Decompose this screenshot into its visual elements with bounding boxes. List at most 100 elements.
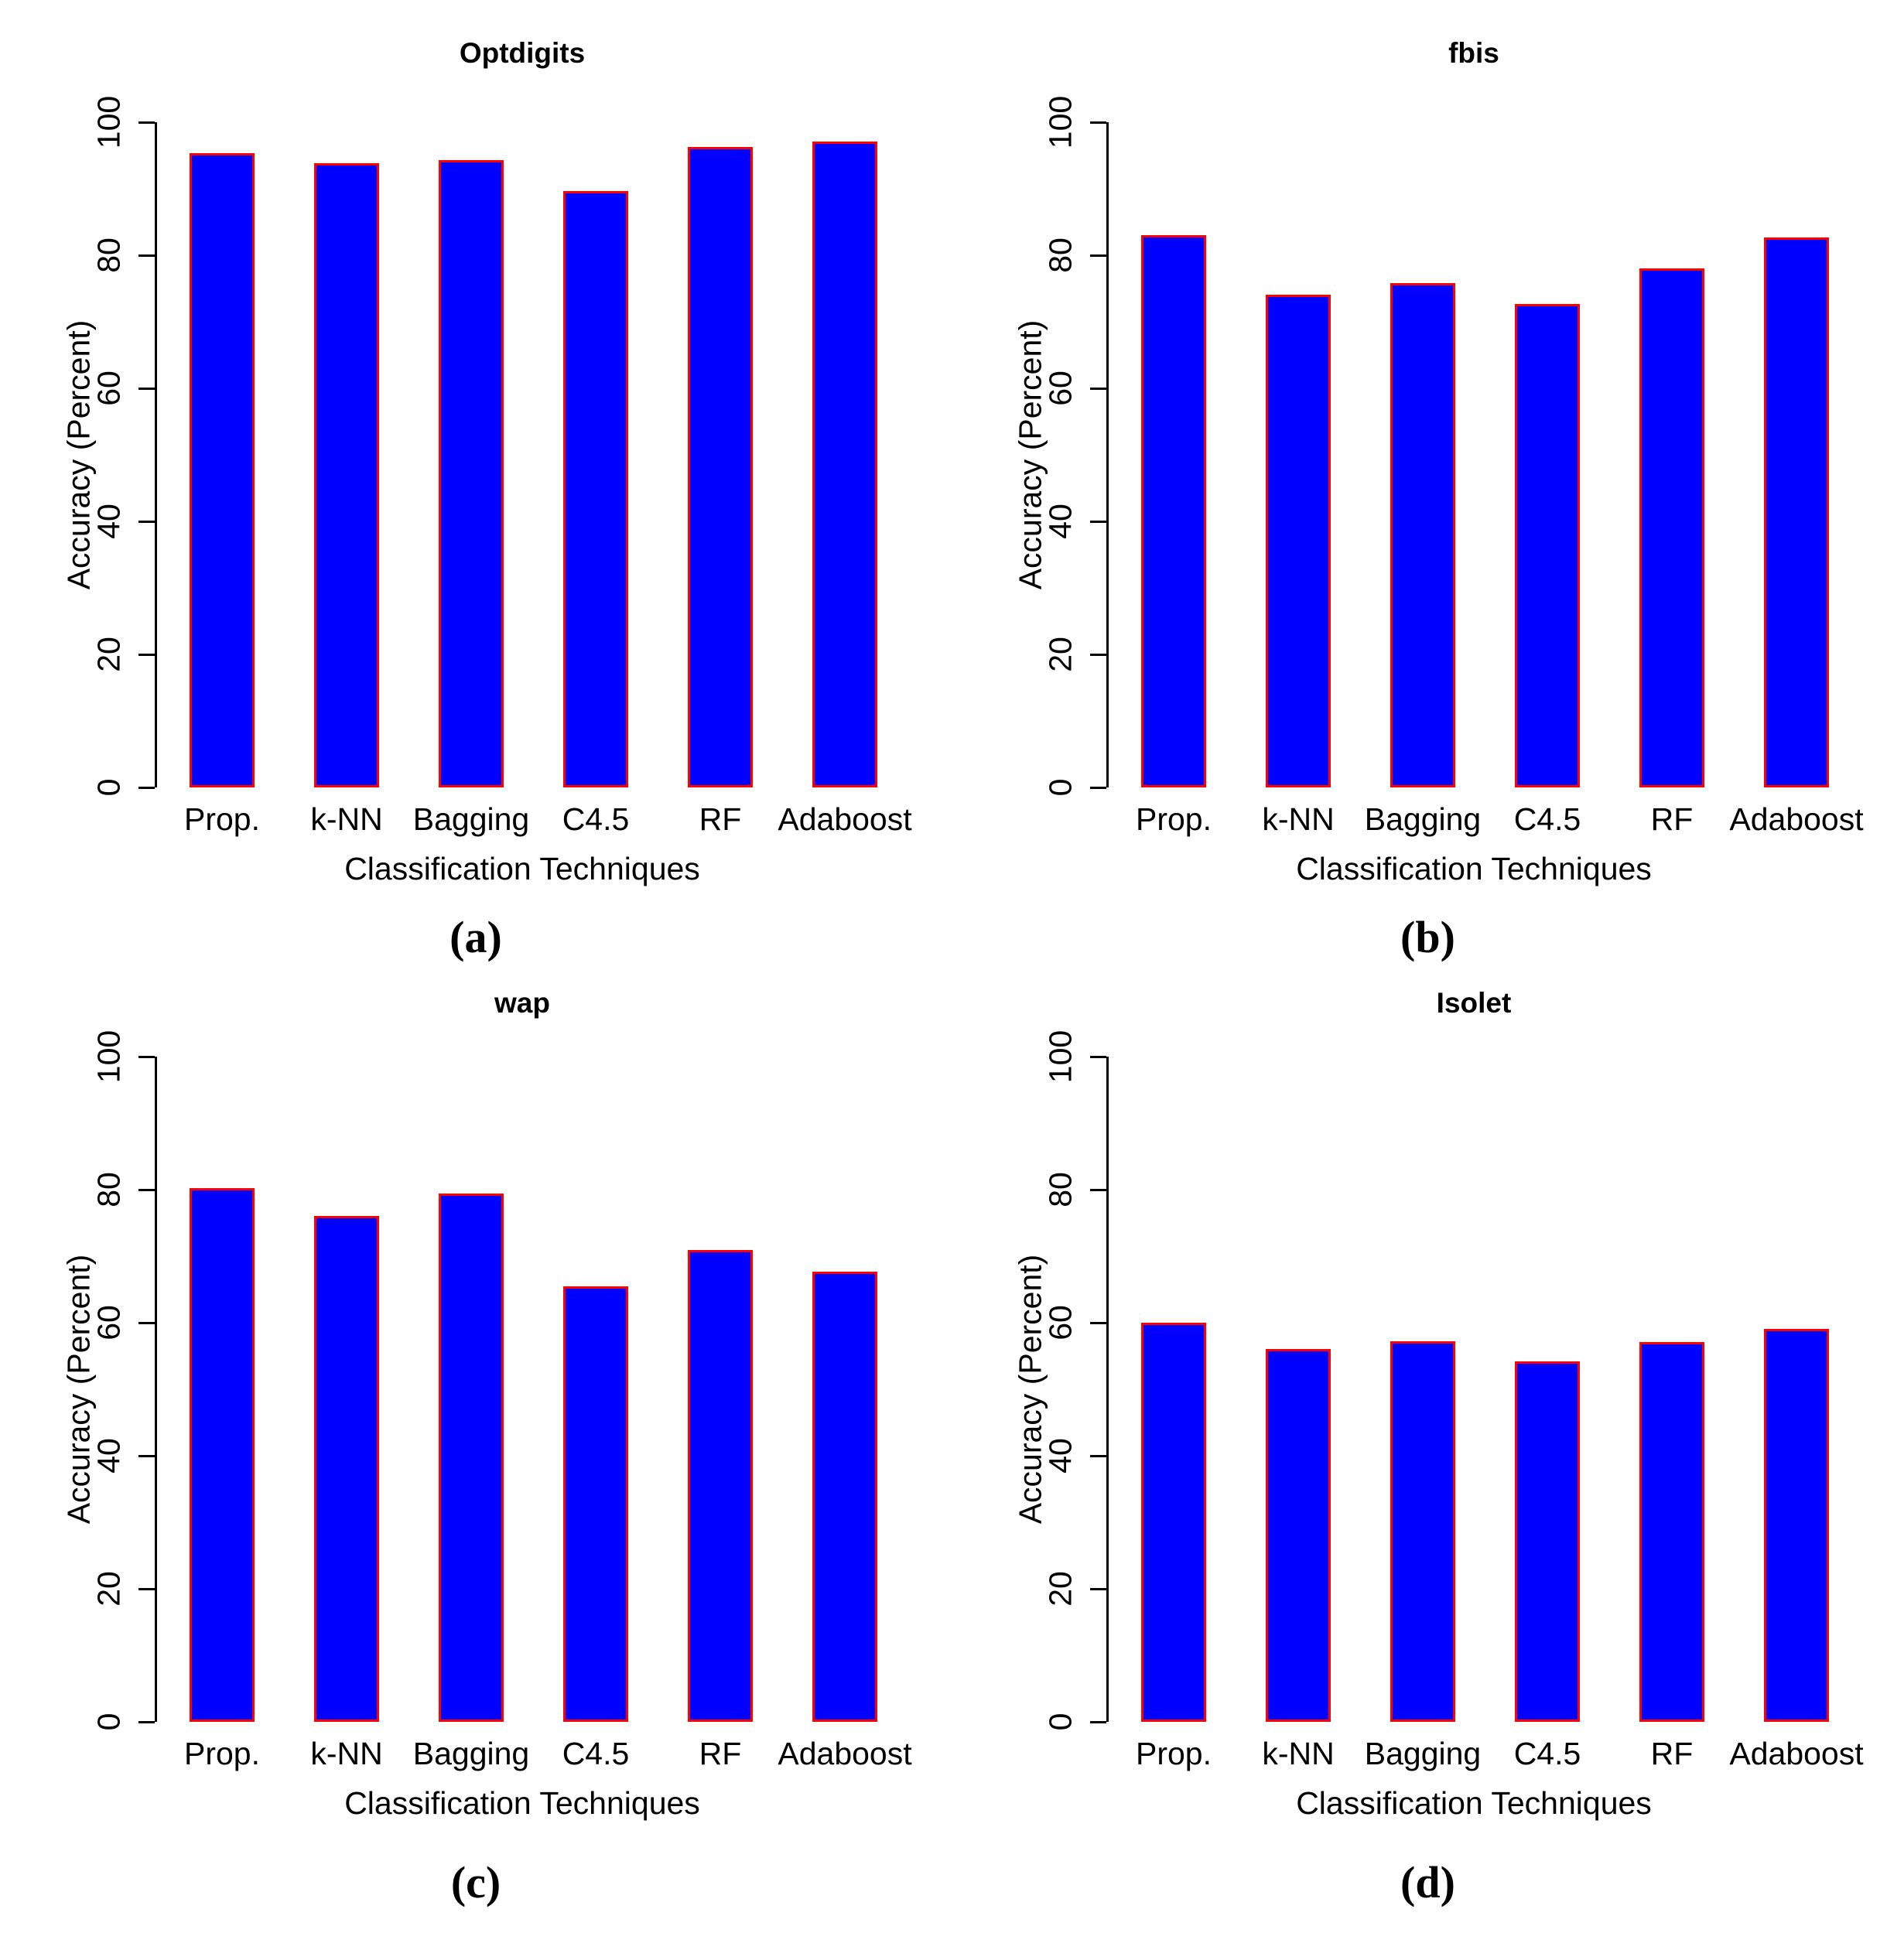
y-axis-tick-label: 80 xyxy=(1042,237,1078,273)
x-axis-tick-label: Bagging xyxy=(1364,1736,1482,1771)
y-axis-tick-mark xyxy=(138,1454,155,1457)
plot-area: 0 20 40 60 80 100 Prop. k-NN Bagging C4.5 RF Adaboo… xyxy=(91,96,912,837)
bar-k-nn xyxy=(314,1215,379,1722)
x-axis-label: Classification Techniques xyxy=(344,1785,700,1821)
bar-bagging xyxy=(439,160,504,787)
y-axis-tick-label: 20 xyxy=(91,637,127,672)
plot-area: 0 20 40 60 80 100 Prop. k-NN Bagging C4.5 RF Adaboo… xyxy=(1043,96,1864,837)
y-axis-tick-label: 40 xyxy=(1042,1438,1078,1474)
x-axis-tick-label: Prop. xyxy=(184,1736,260,1771)
x-axis-tick-label: C4.5 xyxy=(1513,1736,1581,1771)
x-axis-tick-label: Adaboost xyxy=(778,1736,912,1771)
x-axis-tick-label: RF xyxy=(1650,801,1694,837)
y-axis-label: Accuracy (Percent) xyxy=(1012,1254,1048,1525)
bar-c4-5 xyxy=(563,190,628,787)
x-axis-tick-label: Prop. xyxy=(1136,1736,1212,1771)
y-axis-label: Accuracy (Percent) xyxy=(60,1254,97,1525)
x-axis-tick-label: k-NN xyxy=(310,1736,383,1771)
chart-title: Isolet xyxy=(1436,987,1512,1019)
y-axis-tick-mark xyxy=(1090,1055,1106,1058)
y-axis-tick-label: 20 xyxy=(91,1571,127,1607)
panel-caption: (a) xyxy=(450,912,502,962)
bar-rf xyxy=(1639,1341,1704,1722)
bar-prop xyxy=(190,152,255,787)
x-axis-tick-label: RF xyxy=(1650,1736,1694,1771)
bar-prop xyxy=(190,1188,255,1722)
y-axis-tick-mark xyxy=(1090,1454,1106,1457)
y-axis-tick-mark xyxy=(1090,653,1106,656)
bar-k-nn xyxy=(1266,1348,1331,1722)
y-axis-tick-mark xyxy=(1090,121,1106,124)
y-axis-tick-mark xyxy=(138,1321,155,1324)
x-axis-tick-label: C4.5 xyxy=(1513,801,1581,837)
x-axis-tick-label: RF xyxy=(699,801,742,837)
bar-adaboost xyxy=(1764,237,1829,787)
bar-c4-5 xyxy=(1515,303,1580,787)
y-axis-tick-label: 80 xyxy=(1042,1172,1078,1207)
x-axis-tick-label: Bagging xyxy=(1364,801,1482,837)
y-axis-tick-label: 0 xyxy=(1042,778,1078,797)
x-axis-tick-label: Adaboost xyxy=(1729,1736,1864,1771)
y-axis-tick-label: 40 xyxy=(91,1438,127,1474)
y-axis-tick-mark xyxy=(1090,1188,1106,1191)
bar-bagging xyxy=(1390,1341,1455,1722)
x-axis-tick-label: k-NN xyxy=(1262,801,1335,837)
chart-title: wap xyxy=(494,987,550,1019)
x-axis-tick-label: Adaboost xyxy=(778,801,912,837)
y-axis-tick-label: 60 xyxy=(1042,371,1078,406)
x-axis-tick-label: k-NN xyxy=(1262,1736,1335,1771)
y-axis-tick-label: 80 xyxy=(91,237,127,273)
panel-caption: (b) xyxy=(1400,912,1455,962)
y-axis-tick-mark xyxy=(1090,254,1106,257)
y-axis-tick-label: 40 xyxy=(1042,504,1078,539)
bar-c4-5 xyxy=(563,1286,628,1722)
plot-area: 0 20 40 60 80 100 Prop. k-NN Bagging C4.5 RF Adaboo… xyxy=(1043,1030,1864,1771)
y-axis-tick-mark xyxy=(138,520,155,523)
y-axis-tick-mark xyxy=(1090,1720,1106,1723)
y-axis-tick-mark xyxy=(138,1720,155,1723)
y-axis-tick-mark xyxy=(1090,786,1106,789)
bar-adaboost xyxy=(812,141,877,787)
bar-bagging xyxy=(1390,283,1455,787)
y-axis-tick-label: 20 xyxy=(1042,1571,1078,1607)
bar-rf xyxy=(1639,268,1704,787)
x-axis-tick-label: Prop. xyxy=(1136,801,1212,837)
y-axis-tick-label: 100 xyxy=(1042,1030,1078,1084)
y-axis-tick-mark xyxy=(138,1055,155,1058)
y-axis-label: Accuracy (Percent) xyxy=(60,319,97,590)
y-axis-label: Accuracy (Percent) xyxy=(1012,319,1048,590)
x-axis-tick-label: Bagging xyxy=(412,1736,530,1771)
panel-caption: (c) xyxy=(450,1857,501,1907)
y-axis-tick-label: 40 xyxy=(91,504,127,539)
x-axis-tick-label: RF xyxy=(699,1736,742,1771)
bar-k-nn xyxy=(314,163,379,787)
x-axis-tick-label: C4.5 xyxy=(562,1736,630,1771)
bar-c4-5 xyxy=(1515,1361,1580,1722)
x-axis-tick-label: k-NN xyxy=(310,801,383,837)
x-axis-label: Classification Techniques xyxy=(1296,851,1652,886)
plot-area: 0 20 40 60 80 100 Prop. k-NN Bagging C4.5 RF Adaboo… xyxy=(91,1030,912,1771)
x-axis-tick-label: Bagging xyxy=(412,801,530,837)
y-axis-tick-mark xyxy=(138,387,155,390)
y-axis-tick-mark xyxy=(138,1587,155,1590)
chart-panel-optdigits: Optdigits Accuracy (Percent) 0 20 40 60 80 10… xyxy=(0,0,952,967)
chart-panel-isolet: Isolet Accuracy (Percent) 0 20 40 60 80 100 Pr… xyxy=(952,967,1904,1933)
y-axis-tick-label: 100 xyxy=(91,95,127,149)
x-axis-tick-label: Adaboost xyxy=(1729,801,1864,837)
panel-caption: (d) xyxy=(1400,1857,1455,1907)
bar-prop xyxy=(1141,235,1206,787)
y-axis-tick-mark xyxy=(1090,1321,1106,1324)
y-axis-tick-label: 0 xyxy=(1042,1713,1078,1731)
y-axis-tick-mark xyxy=(138,254,155,257)
chart-panel-wap: wap Accuracy (Percent) 0 20 40 60 80 100 Prop.… xyxy=(0,967,952,1933)
y-axis-tick-label: 0 xyxy=(91,1713,127,1731)
y-axis-tick-mark xyxy=(1090,387,1106,390)
y-axis-tick-label: 80 xyxy=(91,1172,127,1207)
x-axis-label: Classification Techniques xyxy=(1296,1785,1652,1821)
y-axis-tick-label: 60 xyxy=(91,371,127,406)
y-axis-tick-label: 20 xyxy=(1042,637,1078,672)
x-axis-tick-label: C4.5 xyxy=(562,801,630,837)
y-axis-tick-label: 100 xyxy=(1042,95,1078,149)
chart-title: Optdigits xyxy=(459,37,586,69)
